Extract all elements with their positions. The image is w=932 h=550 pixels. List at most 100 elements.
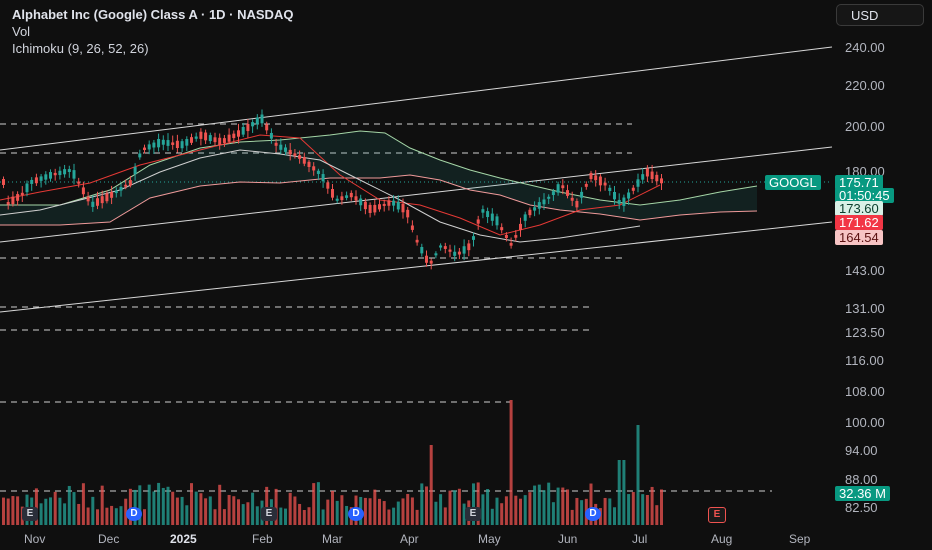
volume-bar	[655, 505, 659, 525]
candle	[622, 197, 626, 207]
senkou-span-b	[0, 174, 758, 226]
candle	[613, 191, 616, 200]
candle	[194, 136, 198, 139]
candle	[2, 179, 5, 185]
volume-bar	[279, 507, 283, 525]
volume-bar	[199, 493, 203, 525]
volume-bar	[410, 497, 414, 525]
candle	[293, 153, 297, 156]
volume-bar	[114, 508, 118, 525]
dividend-marker[interactable]: D	[126, 507, 142, 521]
volume-bar	[561, 487, 565, 525]
volume-bar	[500, 503, 504, 525]
candle	[302, 157, 306, 164]
earnings-upcoming-marker[interactable]: E	[708, 507, 726, 523]
volume-bar	[246, 502, 250, 525]
volume-bar	[16, 496, 20, 525]
dividend-marker[interactable]: D	[348, 507, 364, 521]
time-label: Aug	[711, 532, 733, 546]
time-label: May	[478, 532, 501, 546]
candle	[161, 139, 165, 145]
volume-bar	[636, 425, 640, 525]
candle	[584, 183, 588, 187]
volume-bar	[307, 507, 311, 525]
candle	[255, 117, 259, 125]
price-label: 82.50	[845, 500, 878, 515]
volume-bar	[645, 494, 649, 525]
volume-bar	[222, 509, 226, 525]
volume-bar	[208, 496, 212, 525]
last-price-tag: 175.71	[835, 175, 883, 190]
candle	[105, 193, 109, 202]
volume-bar	[185, 505, 189, 525]
candle	[566, 190, 569, 196]
volume-bar	[439, 494, 443, 525]
earnings-marker[interactable]: E	[22, 507, 38, 521]
volume-bar	[519, 498, 522, 525]
currency-button[interactable]: USD	[836, 4, 924, 26]
candle	[425, 255, 428, 263]
volume-bar	[613, 507, 616, 525]
candle	[486, 211, 490, 218]
time-label: Nov	[24, 532, 46, 546]
volume-bar	[194, 491, 198, 525]
candle	[218, 137, 222, 145]
price-label: 240.00	[845, 40, 885, 55]
candle	[472, 236, 475, 240]
candle	[655, 174, 659, 182]
volume-bar	[72, 492, 76, 525]
volume-bar	[622, 460, 626, 525]
volume-bar	[128, 488, 132, 525]
volume-bar	[96, 509, 99, 525]
candle	[96, 198, 99, 206]
candle	[504, 234, 508, 239]
dividend-marker[interactable]: D	[585, 507, 601, 521]
volume-bar	[556, 487, 560, 525]
volume-indicator-label[interactable]: Vol	[12, 24, 31, 39]
candle	[401, 203, 405, 213]
candle	[316, 170, 320, 174]
candle	[312, 166, 316, 171]
candle	[551, 191, 555, 196]
volume-bar	[81, 483, 85, 525]
time-label: Feb	[252, 532, 273, 546]
volume-bar	[415, 509, 419, 525]
candle	[448, 249, 452, 252]
volume-bar	[157, 482, 161, 525]
earnings-marker[interactable]: E	[261, 507, 277, 521]
volume-bar	[387, 509, 391, 525]
time-label: Jun	[558, 532, 578, 546]
volume-bar	[448, 490, 452, 525]
time-label: 2025	[170, 532, 197, 546]
volume-bar	[523, 495, 527, 525]
candle	[660, 178, 663, 184]
volume-bar	[551, 502, 555, 525]
candle	[20, 192, 24, 196]
volume-bar	[190, 483, 193, 525]
candle	[514, 235, 518, 238]
candle	[11, 196, 15, 205]
lagging-tag: 164.54	[835, 230, 883, 245]
candle	[457, 251, 461, 255]
volume-bar	[49, 497, 52, 525]
volume-bar	[298, 503, 302, 525]
candle	[523, 214, 527, 221]
volume-bar	[237, 499, 240, 525]
candle	[575, 201, 579, 208]
volume-bar	[608, 498, 612, 525]
candle	[133, 166, 137, 175]
volume-bar	[373, 489, 377, 525]
candle	[39, 176, 43, 181]
volume-bar	[627, 494, 631, 525]
price-label: 88.00	[845, 472, 878, 487]
candle	[387, 200, 391, 206]
candle	[284, 147, 287, 152]
symbol-title[interactable]: Alphabet Inc (Google) Class A · 1D · NAS…	[12, 7, 294, 22]
candle	[138, 153, 142, 158]
volume-bar	[429, 445, 433, 525]
earnings-marker[interactable]: E	[465, 507, 481, 521]
candle	[345, 195, 349, 198]
ichimoku-indicator-label[interactable]: Ichimoku (9, 26, 52, 26)	[12, 41, 149, 56]
candle	[91, 201, 95, 207]
